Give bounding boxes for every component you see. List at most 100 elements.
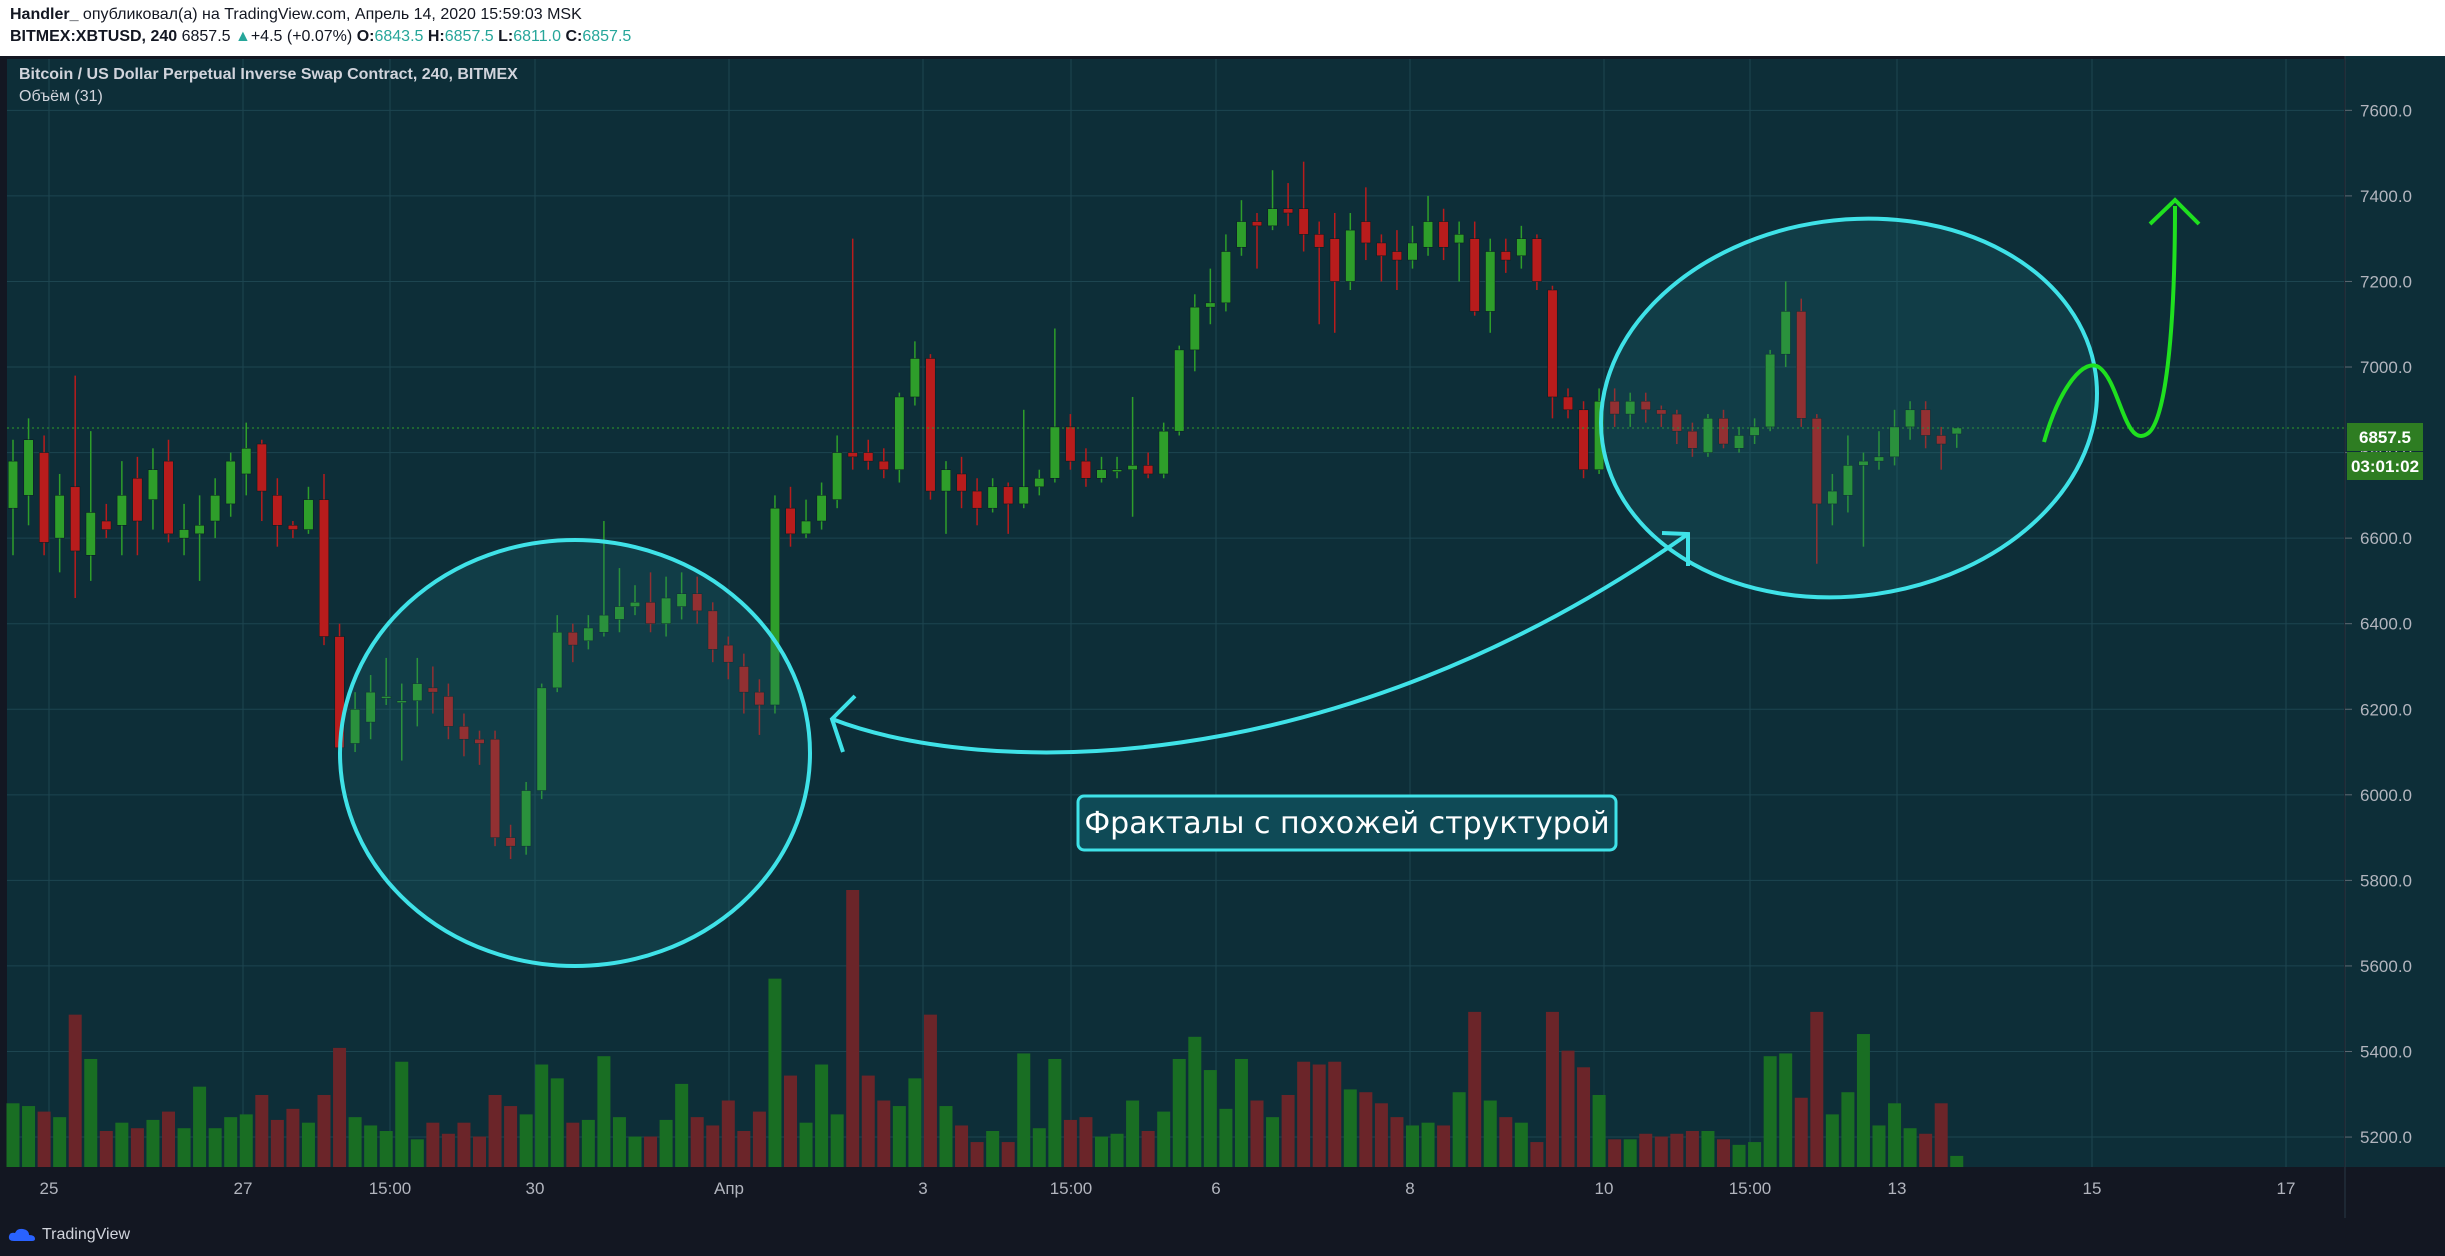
candle-up[interactable] bbox=[1267, 208, 1278, 227]
candle-down[interactable] bbox=[956, 473, 967, 492]
candle-up[interactable] bbox=[1485, 251, 1496, 312]
price-chart[interactable]: 5200.0 5400.0 5600.0 5800.0 6000.0 6200.0 6400… bbox=[0, 56, 2445, 1218]
candle-down[interactable] bbox=[847, 452, 858, 458]
candle-down[interactable] bbox=[287, 525, 298, 530]
candle-up[interactable] bbox=[350, 709, 361, 744]
candle-up[interactable] bbox=[225, 460, 236, 505]
candle-up[interactable] bbox=[598, 614, 609, 633]
candle-up[interactable] bbox=[1780, 311, 1791, 355]
fractal-circle-right[interactable] bbox=[1576, 187, 2121, 629]
candle-up[interactable] bbox=[1765, 353, 1776, 428]
candle-up[interactable] bbox=[54, 495, 65, 539]
candle-up[interactable] bbox=[909, 358, 920, 398]
candle-down[interactable] bbox=[925, 358, 936, 492]
candle-up[interactable] bbox=[894, 396, 905, 470]
candle-down[interactable] bbox=[1003, 486, 1014, 505]
candle-up[interactable] bbox=[365, 691, 376, 723]
candle-up[interactable] bbox=[1112, 469, 1123, 472]
candle-up[interactable] bbox=[1018, 486, 1029, 505]
candle-up[interactable] bbox=[1189, 306, 1200, 351]
candle-up[interactable] bbox=[1874, 456, 1884, 462]
candle-up[interactable] bbox=[1345, 229, 1356, 282]
candle-up[interactable] bbox=[676, 593, 687, 607]
candle-up[interactable] bbox=[241, 448, 252, 475]
candle-up[interactable] bbox=[1220, 251, 1231, 304]
candle-down[interactable] bbox=[1391, 251, 1402, 261]
candle-up[interactable] bbox=[1034, 477, 1045, 488]
candle-down[interactable] bbox=[1547, 289, 1558, 398]
candle-up[interactable] bbox=[1889, 426, 1900, 458]
candle-down[interactable] bbox=[1811, 418, 1822, 505]
candle-up[interactable] bbox=[1158, 430, 1169, 475]
candle-up[interactable] bbox=[210, 495, 221, 522]
candle-down[interactable] bbox=[1531, 238, 1542, 282]
candle-down[interactable] bbox=[1578, 409, 1589, 470]
candle-down[interactable] bbox=[1687, 430, 1698, 449]
candle-down[interactable] bbox=[272, 495, 283, 526]
candle-up[interactable] bbox=[85, 512, 96, 556]
tradingview-logo[interactable]: TradingView bbox=[8, 1226, 130, 1244]
candle-up[interactable] bbox=[1951, 427, 1962, 435]
candle-up[interactable] bbox=[179, 529, 190, 539]
candle-down[interactable] bbox=[1469, 238, 1480, 312]
candle-up[interactable] bbox=[8, 460, 18, 509]
candle-up[interactable] bbox=[396, 700, 407, 703]
candle-up[interactable] bbox=[1127, 465, 1138, 470]
candle-up[interactable] bbox=[147, 469, 158, 500]
candle-down[interactable] bbox=[1329, 238, 1340, 282]
price-scale-background[interactable] bbox=[2345, 56, 2445, 1167]
candle-up[interactable] bbox=[1625, 400, 1636, 415]
candle-down[interactable] bbox=[319, 499, 329, 637]
candle-down[interactable] bbox=[878, 460, 889, 470]
candle-up[interactable] bbox=[1049, 426, 1060, 479]
candle-down[interactable] bbox=[505, 837, 516, 847]
candle-up[interactable] bbox=[1174, 349, 1185, 432]
candle-down[interactable] bbox=[1718, 418, 1729, 445]
candle-up[interactable] bbox=[832, 452, 843, 500]
connector-arrow-curve[interactable] bbox=[831, 532, 1690, 755]
candle-down[interactable] bbox=[163, 460, 174, 535]
candle-down[interactable] bbox=[785, 507, 796, 535]
candle-up[interactable] bbox=[1205, 302, 1216, 308]
author-name[interactable]: Handler_ bbox=[10, 6, 79, 23]
candle-up[interactable] bbox=[116, 495, 127, 526]
candle-up[interactable] bbox=[1594, 400, 1605, 470]
candle-down[interactable] bbox=[723, 644, 734, 663]
candle-up[interactable] bbox=[769, 507, 780, 706]
candle-down[interactable] bbox=[972, 490, 983, 509]
candle-up[interactable] bbox=[941, 469, 951, 492]
candle-down[interactable] bbox=[256, 443, 267, 492]
candle-up[interactable] bbox=[630, 602, 640, 607]
candle-down[interactable] bbox=[70, 486, 81, 552]
candle-up[interactable] bbox=[1236, 221, 1247, 248]
candle-up[interactable] bbox=[303, 499, 314, 530]
candle-up[interactable] bbox=[552, 632, 563, 689]
candle-up[interactable] bbox=[1749, 426, 1760, 436]
candle-up[interactable] bbox=[1827, 490, 1838, 505]
fractal-circle-left[interactable] bbox=[338, 538, 812, 968]
candle-down[interactable] bbox=[1609, 400, 1620, 415]
candle-down[interactable] bbox=[490, 738, 501, 838]
candle-down[interactable] bbox=[1314, 234, 1325, 248]
candle-up[interactable] bbox=[661, 597, 672, 624]
candle-down[interactable] bbox=[1920, 409, 1931, 436]
candle-down[interactable] bbox=[1080, 460, 1091, 479]
candle-down[interactable] bbox=[1360, 221, 1371, 244]
candle-up[interactable] bbox=[381, 696, 392, 699]
candle-up[interactable] bbox=[1454, 234, 1465, 244]
candle-down[interactable] bbox=[738, 666, 749, 693]
candle-down[interactable] bbox=[754, 691, 765, 706]
candle-down[interactable] bbox=[692, 593, 703, 612]
candle-down[interactable] bbox=[443, 696, 454, 727]
candle-down[interactable] bbox=[1656, 409, 1667, 415]
candle-down[interactable] bbox=[1143, 465, 1154, 475]
candle-up[interactable] bbox=[583, 627, 594, 642]
candle-up[interactable] bbox=[1407, 242, 1418, 261]
candle-up[interactable] bbox=[801, 520, 812, 535]
candle-down[interactable] bbox=[1640, 400, 1651, 411]
candle-up[interactable] bbox=[412, 683, 423, 701]
candle-up[interactable] bbox=[521, 790, 532, 847]
candle-up[interactable] bbox=[1842, 465, 1853, 496]
candle-down[interactable] bbox=[645, 602, 656, 624]
candle-down[interactable] bbox=[1500, 251, 1511, 261]
